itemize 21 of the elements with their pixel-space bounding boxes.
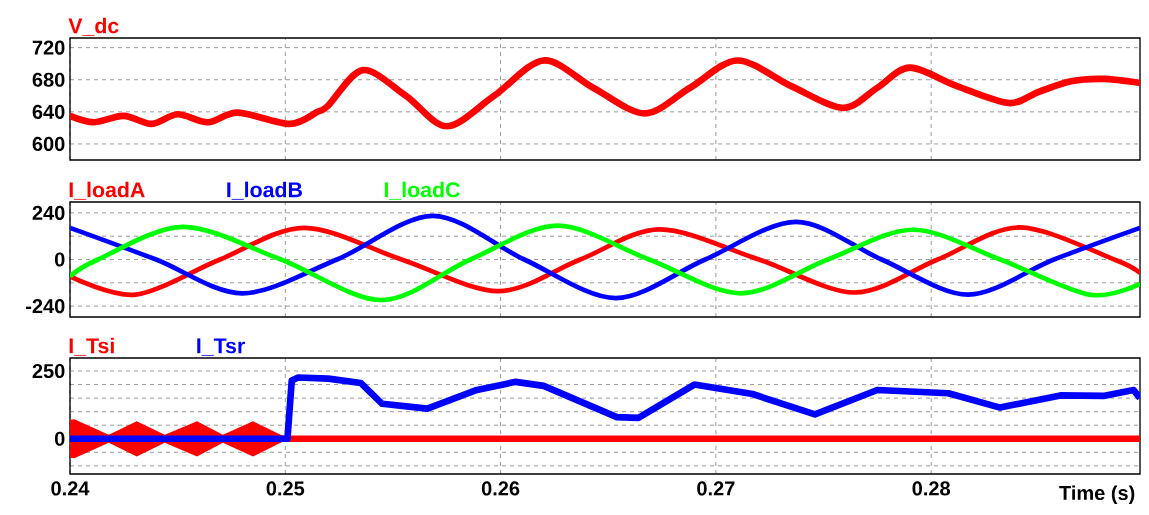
x-tick-label: 0.26 xyxy=(481,481,520,496)
y-tick-label: 0 xyxy=(54,431,65,446)
x-axis-title: Time (s) xyxy=(1059,485,1135,505)
text: I_loadC xyxy=(384,181,460,200)
text: I_Tsr xyxy=(197,338,245,356)
y-tick-label: 600 xyxy=(32,136,65,152)
y-tick-label: -240 xyxy=(26,299,65,314)
y-tick-label: 250 xyxy=(32,363,65,379)
y-tick-label: 240 xyxy=(32,205,65,220)
text: I_Tsi xyxy=(69,337,114,356)
x-tick-label: 0.28 xyxy=(912,481,951,496)
y-tick-label: 720 xyxy=(32,40,65,55)
x-tick-label: 0.27 xyxy=(697,481,735,496)
y-tick-label: 640 xyxy=(32,104,65,119)
x-tick-label: 0.24 xyxy=(51,481,90,496)
x-tick-label: 0.25 xyxy=(266,481,305,496)
text: I_loadB xyxy=(227,181,302,200)
text: V_dc xyxy=(68,17,119,36)
y-tick-label: 680 xyxy=(32,72,65,87)
y-tick-label: 0 xyxy=(54,252,65,267)
text: I_loadA xyxy=(69,181,145,200)
